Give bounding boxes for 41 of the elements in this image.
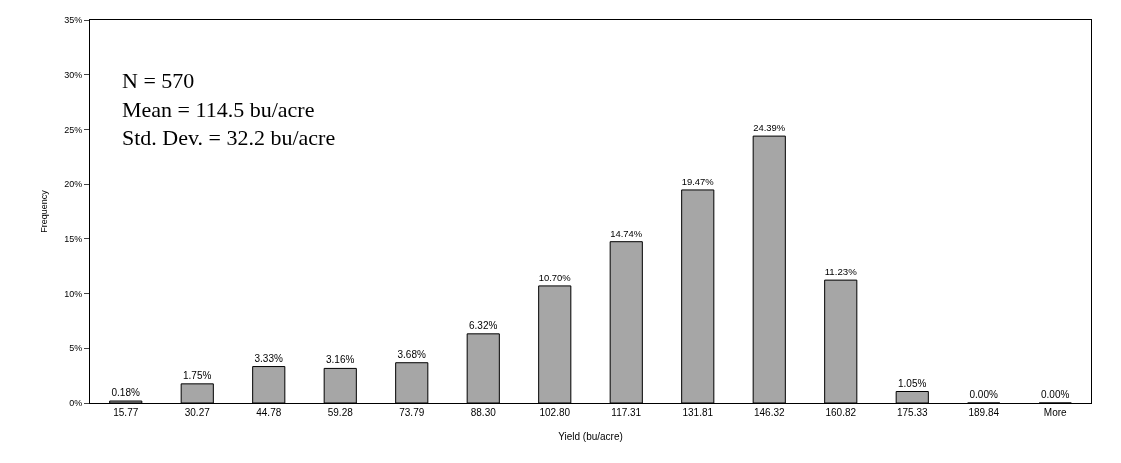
data-label: 0.00% — [969, 389, 998, 400]
x-tick-label: 15.77 — [113, 407, 139, 418]
data-label: 3.68% — [397, 348, 426, 360]
y-axis-title: Frequency — [38, 189, 49, 233]
x-tick-label: 160.82 — [825, 407, 857, 418]
y-tick-label: 20% — [64, 179, 83, 190]
x-tick-label: 131.81 — [682, 407, 714, 418]
x-tick-label: 175.33 — [896, 407, 928, 418]
data-label: 0.00% — [1041, 389, 1070, 400]
annotation: N = 570 — [122, 68, 195, 93]
y-tick-label: 30% — [64, 69, 83, 80]
x-tick-label: More — [1043, 407, 1068, 418]
data-label: 3.33% — [254, 352, 283, 364]
data-label: 24.39% — [753, 122, 786, 134]
x-tick-label: 44.78 — [256, 407, 282, 418]
data-label: 11.23% — [824, 266, 858, 278]
data-label: 19.47% — [681, 176, 715, 188]
y-tick-label: 35% — [64, 15, 83, 26]
y-tick-label: 5% — [69, 343, 83, 354]
x-tick-label: 146.32 — [753, 407, 785, 418]
y-tick-label: 0% — [69, 398, 83, 409]
data-label: 10.70% — [538, 272, 572, 284]
x-tick-label: 30.27 — [184, 407, 211, 418]
data-label: 0.18% — [111, 387, 140, 399]
x-axis-title: Yield (bu/acre) — [558, 430, 623, 442]
data-label: 14.74% — [610, 227, 643, 239]
y-tick-label: 25% — [64, 124, 83, 135]
x-tick-label: 73.79 — [399, 407, 425, 418]
data-label: 1.05% — [898, 377, 927, 389]
x-tick-label: 59.28 — [327, 407, 354, 418]
annotation: Std. Dev. = 32.2 bu/acre — [122, 125, 336, 151]
data-label: 6.32% — [469, 319, 498, 331]
x-tick-label: 117.31 — [611, 407, 642, 418]
x-tick-label: 102.80 — [539, 407, 571, 418]
x-tick-label: 88.30 — [470, 407, 497, 418]
data-label: 3.16% — [326, 354, 355, 366]
annotation: Mean = 114.5 bu/acre — [122, 96, 315, 122]
y-tick-label: 15% — [64, 234, 83, 245]
y-tick-label: 10% — [64, 288, 83, 299]
data-label: 1.75% — [183, 369, 212, 381]
x-tick-label: 189.84 — [968, 407, 1000, 418]
